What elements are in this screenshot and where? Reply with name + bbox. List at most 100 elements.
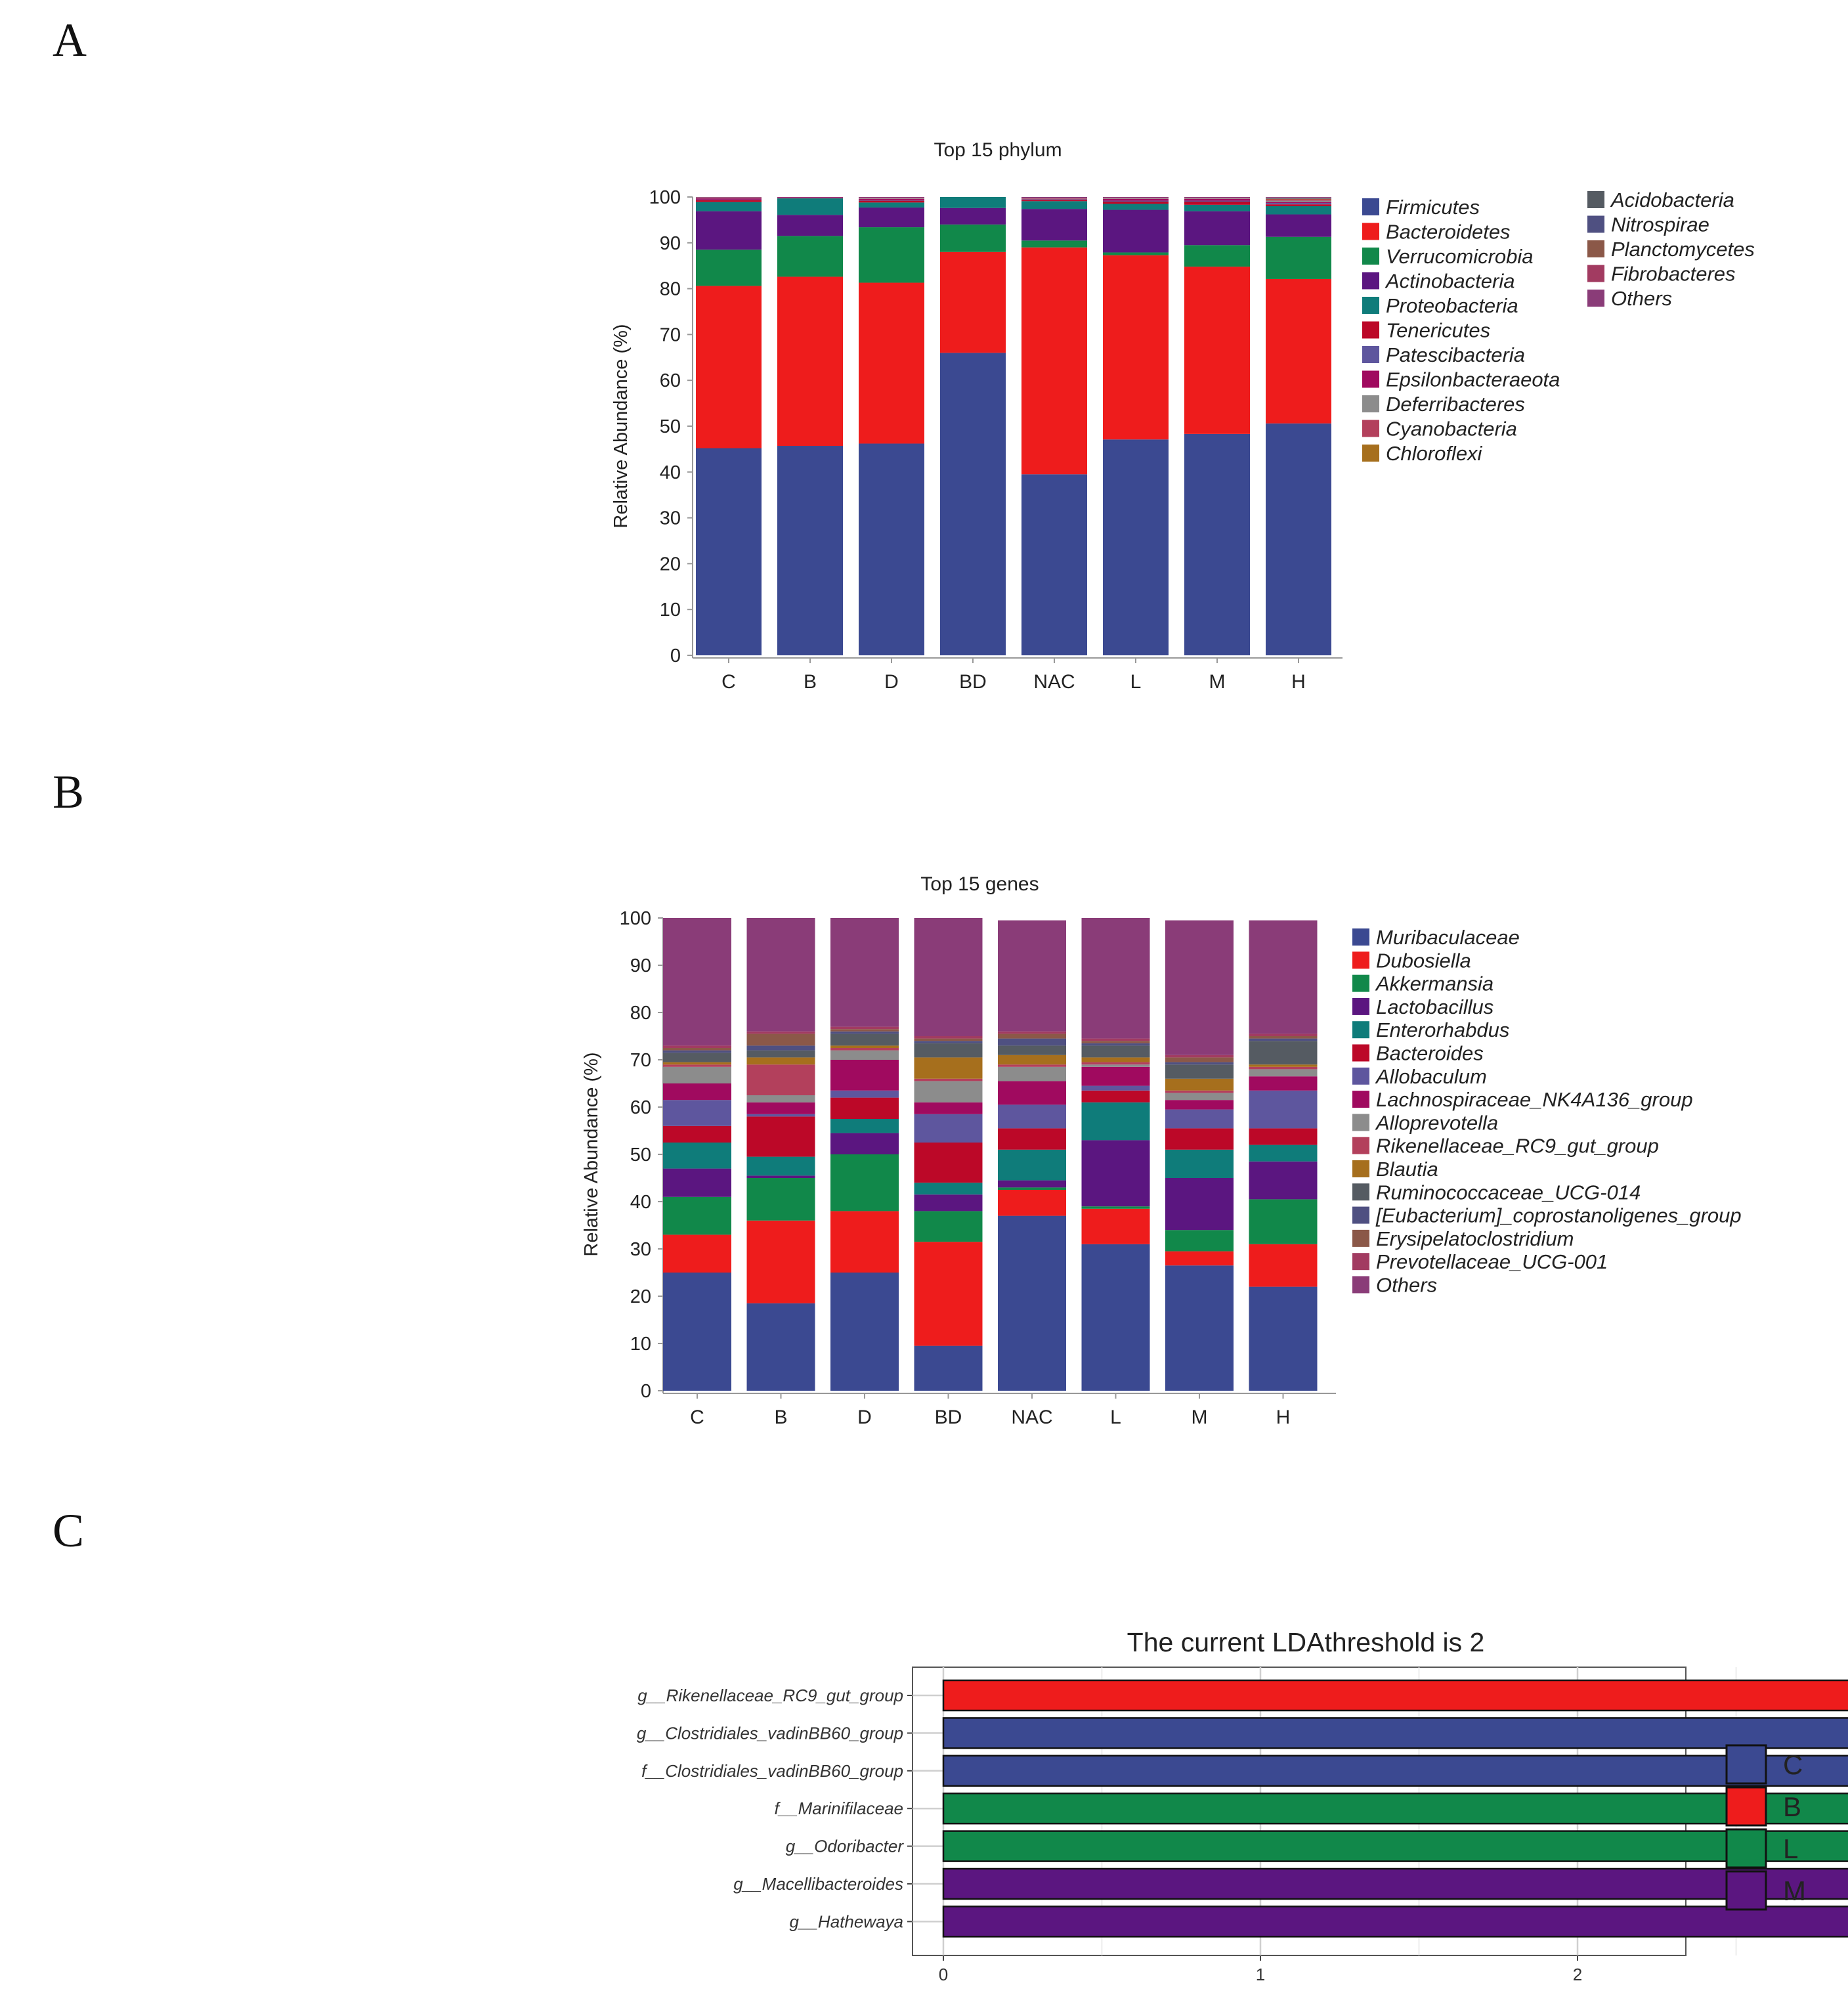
phylum-y-tick-label: 40 — [660, 462, 681, 483]
phylum-bar-h-others — [1266, 197, 1331, 198]
genus-bar-b-prevotellaceae-ucg-001 — [746, 1031, 815, 1034]
genus-bar-h-eubacterium-coprostanoligenes-group — [1249, 1038, 1318, 1041]
genus-bar-d-bacteroides — [830, 1097, 899, 1119]
phylum-legend-label-planctomycetes: Planctomycetes — [1611, 238, 1755, 261]
genus-bar-m-rikenellaceae-rc9-gut-group — [1165, 1090, 1234, 1093]
phylum-legend-label-proteobacteria: Proteobacteria — [1386, 294, 1518, 317]
phylum-bar-c-firmicutes — [696, 448, 762, 655]
genus-bar-m-akkermansia — [1165, 1230, 1234, 1252]
genus-title: Top 15 genes — [920, 873, 1039, 895]
genus-bar-c-alloprevotella — [663, 1066, 731, 1083]
lda-bar-g-hathewaya — [942, 1906, 1848, 1938]
genus-bar-nac-lachnospiraceae-nk4a136-group — [998, 1081, 1066, 1105]
phylum-x-tick-label: BD — [959, 671, 987, 693]
phylum-bar-b-epsilonbacteraeota — [777, 197, 843, 198]
phylum-bar-b-bacteroidetes — [777, 276, 843, 447]
phylum-bar-bd-actinobacteria — [940, 207, 1006, 225]
phylum-bar-nac-firmicutes — [1021, 474, 1087, 655]
phylum-bar-h-patescibacteria — [1266, 203, 1331, 205]
phylum-bar-l-epsilonbacteraeota — [1103, 198, 1169, 201]
genus-bar-h-dubosiella — [1249, 1244, 1318, 1287]
genus-bar-bd-ruminococcaceae-ucg-014 — [914, 1043, 983, 1058]
phylum-bar-bd-bacteroidetes — [940, 251, 1006, 353]
phylum-bar-h-cyanobacteria — [1266, 199, 1331, 201]
genus-legend-label-rikenellaceae-rc9-gut-group: Rikenellaceae_RC9_gut_group — [1376, 1135, 1659, 1158]
genus-bar-bd-prevotellaceae-ucg-001 — [914, 1036, 983, 1039]
genus-legend-label-enterorhabdus: Enterorhabdus — [1376, 1018, 1509, 1041]
phylum-bar-m-firmicutes — [1184, 433, 1250, 655]
genus-bar-d-alloprevotella — [830, 1050, 899, 1060]
phylum-bar-l-firmicutes — [1103, 439, 1169, 655]
phylum-legend-swatch-verrucomicrobia — [1362, 248, 1379, 265]
genus-y-tick-label: 90 — [630, 955, 651, 976]
phylum-legend-swatch-bacteroidetes — [1362, 223, 1379, 240]
phylum-legend-label-tenericutes: Tenericutes — [1386, 319, 1490, 342]
lda-x-tick-label: 1 — [1256, 1965, 1265, 1984]
genus-bar-c-prevotellaceae-ucg-001 — [663, 1045, 731, 1048]
genus-bar-d-lactobacillus — [830, 1133, 899, 1154]
genus-bar-m-lachnospiraceae-nk4a136-group — [1165, 1100, 1234, 1110]
genus-bar-l-ruminococcaceae-ucg-014 — [1081, 1045, 1150, 1058]
phylum-bar-nac-others — [1021, 197, 1087, 199]
phylum-legend-swatch-fibrobacteres — [1587, 265, 1604, 282]
genus-bar-bd-allobaculum — [914, 1114, 983, 1143]
lda-y-tick-label-g-odoribacter: g__Odoribacter — [786, 1837, 905, 1856]
phylum-bar-d-actinobacteria — [859, 207, 924, 228]
genus-bar-nac-ruminococcaceae-ucg-014 — [998, 1045, 1066, 1055]
genus-bar-nac-dubosiella — [998, 1190, 1066, 1216]
genus-bar-h-rikenellaceae-rc9-gut-group — [1249, 1066, 1318, 1070]
genus-bar-h-muribaculaceae — [1249, 1286, 1318, 1391]
lda-legend-label-b: B — [1783, 1791, 1801, 1822]
genus-bar-d-eubacterium-coprostanoligenes-group — [830, 1031, 899, 1034]
genus-bar-b-lactobacillus — [746, 1175, 815, 1178]
genus-y-tick-label: 50 — [630, 1145, 651, 1166]
genus-bar-c-eubacterium-coprostanoligenes-group — [663, 1050, 731, 1053]
genus-bar-h-erysipelatoclostridium — [1249, 1036, 1318, 1039]
genus-bar-m-prevotellaceae-ucg-001 — [1165, 1055, 1234, 1058]
phylum-legend-swatch-cyanobacteria — [1362, 420, 1379, 437]
genus-x-tick-label: NAC — [1011, 1406, 1052, 1428]
lda-legend-swatch-m — [1725, 1870, 1767, 1911]
genus-bar-d-erysipelatoclostridium — [830, 1029, 899, 1032]
phylum-bar-h-deferribacteres — [1266, 200, 1331, 202]
genus-legend-label-others: Others — [1376, 1274, 1437, 1297]
genus-bar-nac-bacteroides — [998, 1128, 1066, 1150]
phylum-legend-label-acidobacteria: Acidobacteria — [1610, 188, 1734, 211]
genus-bar-m-enterorhabdus — [1165, 1149, 1234, 1178]
genus-bar-nac-alloprevotella — [998, 1066, 1066, 1081]
phylum-y-tick-label: 100 — [649, 187, 681, 208]
genus-legend-swatch-erysipelatoclostridium — [1352, 1229, 1369, 1247]
phylum-y-tick-label: 50 — [660, 416, 681, 437]
genus-bar-nac-enterorhabdus — [998, 1149, 1066, 1181]
genus-bar-b-others — [746, 918, 815, 1032]
lda-bar-g-rikenellaceae-rc9-gut-group — [942, 1679, 1848, 1712]
phylum-bar-c-tenericutes — [696, 200, 762, 202]
phylum-y-tick-label: 90 — [660, 233, 681, 254]
phylum-bar-d-proteobacteria — [859, 202, 924, 208]
phylum-y-tick-label: 20 — [660, 554, 681, 575]
phylum-legend-label-firmicutes: Firmicutes — [1386, 196, 1480, 219]
genus-bar-nac-eubacterium-coprostanoligenes-group — [998, 1038, 1066, 1046]
phylum-legend-label-chloroflexi: Chloroflexi — [1386, 442, 1483, 465]
genus-bar-m-others — [1165, 920, 1234, 1055]
genus-bar-b-enterorhabdus — [746, 1156, 815, 1176]
genus-legend-swatch-muribaculaceae — [1352, 928, 1369, 946]
lda-bar-f-marinifilaceae — [942, 1792, 1848, 1825]
genus-legend-swatch-allobaculum — [1352, 1067, 1369, 1085]
genus-bar-h-bacteroides — [1249, 1128, 1318, 1145]
phylum-y-label: Relative Abundance (%) — [611, 324, 632, 528]
phylum-x-tick-label: C — [721, 671, 736, 693]
genus-bar-bd-enterorhabdus — [914, 1183, 983, 1195]
lda-x-tick-label: 0 — [939, 1965, 948, 1984]
phylum-x-tick-label: B — [804, 671, 817, 693]
phylum-chart: Top 15 phylum 0 10 20 30 40 50 60 70 80 90 100 Relat… — [611, 139, 1755, 693]
phylum-bar-d-tenericutes — [859, 200, 924, 203]
phylum-legend-swatch-acidobacteria — [1587, 191, 1604, 208]
genus-bar-bd-eubacterium-coprostanoligenes-group — [914, 1041, 983, 1043]
genus-bar-l-lachnospiraceae-nk4a136-group — [1081, 1066, 1150, 1086]
genus-bar-bd-bacteroides — [914, 1143, 983, 1183]
genus-x-tick-label: H — [1276, 1406, 1291, 1428]
phylum-bar-h-firmicutes — [1266, 423, 1331, 655]
genus-legend-swatch-eubacterium-coprostanoligenes-group — [1352, 1206, 1369, 1224]
